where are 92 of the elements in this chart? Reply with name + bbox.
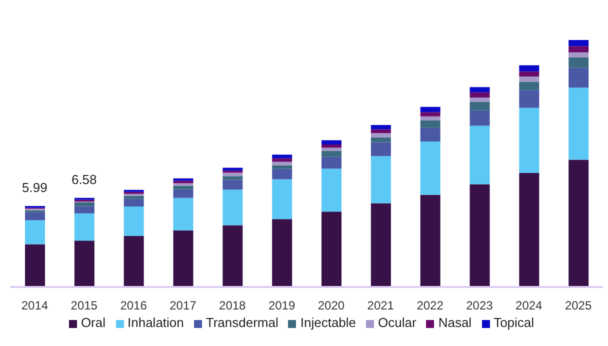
bar xyxy=(173,189,194,198)
x-tick-label: 2017 xyxy=(170,298,197,313)
bar xyxy=(322,156,342,169)
annotation: 5.99 xyxy=(22,180,48,195)
bar xyxy=(272,219,292,287)
bar xyxy=(370,124,391,130)
bar xyxy=(74,206,94,214)
x-tick-label: 2015 xyxy=(70,298,98,313)
x-tick-label: 2025 xyxy=(564,298,592,313)
bar xyxy=(222,180,243,190)
bar xyxy=(173,178,194,181)
bar xyxy=(370,203,391,287)
bar xyxy=(124,198,144,206)
bar xyxy=(420,112,440,116)
bar xyxy=(322,144,342,148)
bar xyxy=(519,172,540,287)
bar xyxy=(272,158,292,162)
bar xyxy=(568,58,589,68)
legend-label: Transdermal xyxy=(206,315,278,330)
bar xyxy=(519,71,540,77)
bar xyxy=(370,142,391,156)
bar xyxy=(25,244,45,287)
bar xyxy=(222,172,243,176)
bar xyxy=(568,40,589,46)
x-tick-label: 2014 xyxy=(21,298,48,313)
bar xyxy=(322,140,342,144)
bar xyxy=(370,137,391,142)
x-tick-label: 2018 xyxy=(219,298,246,313)
annotation: 6.58 xyxy=(71,172,97,187)
bar xyxy=(370,133,391,138)
legend-label: Injectable xyxy=(300,315,356,330)
legend-label: Oral xyxy=(80,315,106,330)
x-tick-label: 2022 xyxy=(416,298,444,313)
bar xyxy=(25,220,45,244)
bar xyxy=(519,90,540,108)
bar xyxy=(568,160,589,287)
bar xyxy=(124,206,144,236)
bar xyxy=(74,240,94,287)
bar xyxy=(470,184,490,287)
x-tick-label: 2019 xyxy=(268,298,296,313)
bar xyxy=(568,68,589,88)
bar xyxy=(173,186,194,190)
bar xyxy=(222,176,243,180)
x-tick-label: 2016 xyxy=(120,298,148,313)
x-tick-label: 2023 xyxy=(466,298,494,313)
bar xyxy=(470,98,490,102)
bar xyxy=(519,82,540,90)
bar xyxy=(470,87,490,92)
bar xyxy=(322,212,342,287)
bar xyxy=(519,108,540,173)
bar xyxy=(322,150,342,157)
bar xyxy=(322,168,342,212)
legend-label: Nasal xyxy=(438,315,472,330)
bar xyxy=(272,168,292,180)
bar xyxy=(173,180,194,184)
bar xyxy=(322,148,342,151)
bar xyxy=(25,212,45,220)
bar xyxy=(568,52,589,58)
bar xyxy=(222,190,243,226)
bar xyxy=(124,196,144,199)
x-tick-label: 2024 xyxy=(516,298,543,313)
bar xyxy=(74,213,94,241)
bar xyxy=(74,202,94,206)
bar xyxy=(173,198,194,230)
legend-label: Topical xyxy=(494,315,534,330)
bar xyxy=(470,110,490,126)
bar xyxy=(272,165,292,169)
bar xyxy=(222,168,243,171)
x-tick-label: 2020 xyxy=(318,298,345,313)
legend-label: Inhalation xyxy=(128,315,184,330)
bar xyxy=(470,102,490,110)
bar xyxy=(470,92,490,98)
bar xyxy=(420,194,440,287)
bar xyxy=(420,106,440,112)
bar xyxy=(370,156,391,204)
bar xyxy=(519,65,540,72)
bar xyxy=(420,142,440,195)
x-tick-label: 2021 xyxy=(367,298,394,313)
bar xyxy=(370,129,391,134)
bar xyxy=(420,128,440,142)
legend-label: Ocular xyxy=(378,315,416,330)
bar xyxy=(124,236,144,287)
bar xyxy=(420,116,440,121)
bar xyxy=(568,46,589,52)
bar xyxy=(420,120,440,128)
bar xyxy=(272,179,292,220)
bar xyxy=(272,154,292,158)
bar xyxy=(519,76,540,82)
bar xyxy=(222,225,243,287)
bar xyxy=(568,88,589,160)
bar xyxy=(470,126,490,184)
bar xyxy=(173,230,194,287)
